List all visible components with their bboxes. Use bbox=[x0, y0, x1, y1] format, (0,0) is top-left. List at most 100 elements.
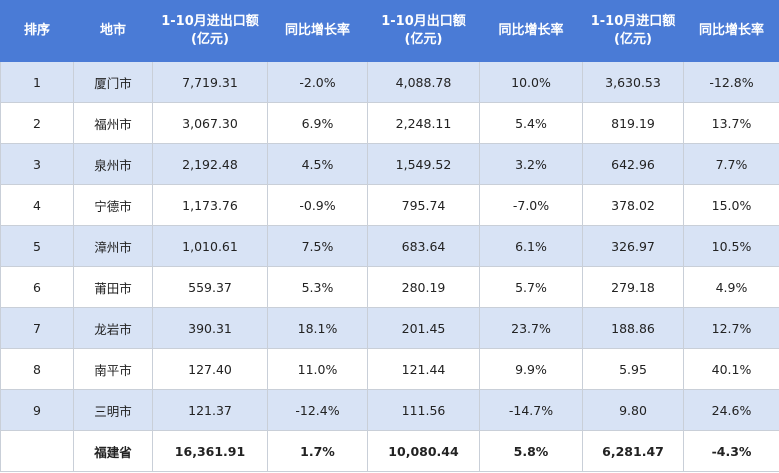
cell-total: 7,719.31 bbox=[152, 61, 268, 103]
cell-export: 201.45 bbox=[367, 307, 480, 349]
cell-total-yoy: 6.9% bbox=[267, 102, 368, 144]
cell-rank: 2 bbox=[0, 102, 74, 144]
cell-total-yoy: 4.5% bbox=[267, 143, 368, 185]
cell-export: 2,248.11 bbox=[367, 102, 480, 144]
table-row: 2 福州市 3,067.30 6.9% 2,248.11 5.4% 819.19… bbox=[0, 102, 779, 144]
cell-total: 390.31 bbox=[152, 307, 268, 349]
header-total: 1-10月进出口额 (亿元) bbox=[152, 0, 268, 62]
cell-total-yoy: -2.0% bbox=[267, 61, 368, 103]
cell-total-yoy: 11.0% bbox=[267, 348, 368, 390]
cell-export: 111.56 bbox=[367, 389, 480, 431]
cell-import: 9.80 bbox=[582, 389, 684, 431]
cell-total-yoy: 7.5% bbox=[267, 225, 368, 267]
cell-import-yoy: 13.7% bbox=[683, 102, 779, 144]
cell-total: 3,067.30 bbox=[152, 102, 268, 144]
cell-import: 642.96 bbox=[582, 143, 684, 185]
table-row: 3 泉州市 2,192.48 4.5% 1,549.52 3.2% 642.96… bbox=[0, 143, 779, 185]
cell-import-yoy: 7.7% bbox=[683, 143, 779, 185]
cell-import-yoy: 4.9% bbox=[683, 266, 779, 308]
table-row: 6 莆田市 559.37 5.3% 280.19 5.7% 279.18 4.9… bbox=[0, 266, 779, 308]
cell-city: 莆田市 bbox=[73, 266, 153, 308]
cell-city: 南平市 bbox=[73, 348, 153, 390]
header-export: 1-10月出口额 (亿元) bbox=[367, 0, 480, 62]
cell-import: 188.86 bbox=[582, 307, 684, 349]
table-row: 8 南平市 127.40 11.0% 121.44 9.9% 5.95 40.1… bbox=[0, 348, 779, 390]
cell-export: 4,088.78 bbox=[367, 61, 480, 103]
cell-rank: 7 bbox=[0, 307, 74, 349]
cell-city: 厦门市 bbox=[73, 61, 153, 103]
cell-export: 1,549.52 bbox=[367, 143, 480, 185]
cell-export-yoy: 6.1% bbox=[479, 225, 583, 267]
cell-import: 6,281.47 bbox=[582, 430, 684, 472]
cell-total: 121.37 bbox=[152, 389, 268, 431]
cell-export-yoy: -7.0% bbox=[479, 184, 583, 226]
cell-total-yoy: -12.4% bbox=[267, 389, 368, 431]
cell-rank: 3 bbox=[0, 143, 74, 185]
cell-total: 1,173.76 bbox=[152, 184, 268, 226]
cell-export-yoy: 10.0% bbox=[479, 61, 583, 103]
cell-city: 宁德市 bbox=[73, 184, 153, 226]
header-total-line2: (亿元) bbox=[191, 32, 229, 47]
cell-total-yoy: -0.9% bbox=[267, 184, 368, 226]
cell-total: 1,010.61 bbox=[152, 225, 268, 267]
cell-import-yoy: -12.8% bbox=[683, 61, 779, 103]
cell-total: 559.37 bbox=[152, 266, 268, 308]
cell-export-yoy: -14.7% bbox=[479, 389, 583, 431]
header-rank: 排序 bbox=[0, 0, 74, 62]
cell-city: 三明市 bbox=[73, 389, 153, 431]
cell-total: 127.40 bbox=[152, 348, 268, 390]
cell-rank: 6 bbox=[0, 266, 74, 308]
header-total-line1: 1-10月进出口额 bbox=[161, 14, 259, 29]
table-row: 7 龙岩市 390.31 18.1% 201.45 23.7% 188.86 1… bbox=[0, 307, 779, 349]
total-row: 福建省 16,361.91 1.7% 10,080.44 5.8% 6,281.… bbox=[0, 430, 779, 472]
cell-import-yoy: 12.7% bbox=[683, 307, 779, 349]
cell-total-yoy: 18.1% bbox=[267, 307, 368, 349]
cell-import: 378.02 bbox=[582, 184, 684, 226]
cell-total: 16,361.91 bbox=[152, 430, 268, 472]
cell-export: 280.19 bbox=[367, 266, 480, 308]
header-export-line2: (亿元) bbox=[404, 32, 443, 47]
cell-import-yoy: -4.3% bbox=[683, 430, 779, 472]
cell-rank bbox=[0, 430, 74, 472]
cell-export: 10,080.44 bbox=[367, 430, 480, 472]
cell-city: 龙岩市 bbox=[73, 307, 153, 349]
header-export-yoy: 同比增长率 bbox=[479, 0, 583, 62]
table-row: 9 三明市 121.37 -12.4% 111.56 -14.7% 9.80 2… bbox=[0, 389, 779, 431]
cell-export-yoy: 5.7% bbox=[479, 266, 583, 308]
cell-export: 795.74 bbox=[367, 184, 480, 226]
header-export-line1: 1-10月出口额 bbox=[381, 14, 466, 29]
table-row: 5 漳州市 1,010.61 7.5% 683.64 6.1% 326.97 1… bbox=[0, 225, 779, 267]
header-import: 1-10月进口额 (亿元) bbox=[582, 0, 684, 62]
cell-total-yoy: 1.7% bbox=[267, 430, 368, 472]
header-import-line1: 1-10月进口额 bbox=[590, 14, 676, 29]
cell-export: 683.64 bbox=[367, 225, 480, 267]
cell-city: 泉州市 bbox=[73, 143, 153, 185]
header-total-yoy: 同比增长率 bbox=[267, 0, 368, 62]
cell-import: 3,630.53 bbox=[582, 61, 684, 103]
cell-import-yoy: 24.6% bbox=[683, 389, 779, 431]
header-row: 排序 地市 1-10月进出口额 (亿元) 同比增长率 1-10月出口额 (亿元)… bbox=[0, 0, 779, 62]
cell-import-yoy: 40.1% bbox=[683, 348, 779, 390]
cell-export-yoy: 23.7% bbox=[479, 307, 583, 349]
cell-rank: 8 bbox=[0, 348, 74, 390]
cell-total: 2,192.48 bbox=[152, 143, 268, 185]
table-row: 1 厦门市 7,719.31 -2.0% 4,088.78 10.0% 3,63… bbox=[0, 61, 779, 103]
cell-export: 121.44 bbox=[367, 348, 480, 390]
cell-city: 漳州市 bbox=[73, 225, 153, 267]
cell-total-yoy: 5.3% bbox=[267, 266, 368, 308]
cell-rank: 5 bbox=[0, 225, 74, 267]
cell-export-yoy: 9.9% bbox=[479, 348, 583, 390]
cell-import: 326.97 bbox=[582, 225, 684, 267]
cell-rank: 1 bbox=[0, 61, 74, 103]
cell-rank: 9 bbox=[0, 389, 74, 431]
cell-import-yoy: 10.5% bbox=[683, 225, 779, 267]
cell-export-yoy: 5.4% bbox=[479, 102, 583, 144]
cell-import: 279.18 bbox=[582, 266, 684, 308]
table-row: 4 宁德市 1,173.76 -0.9% 795.74 -7.0% 378.02… bbox=[0, 184, 779, 226]
cell-import-yoy: 15.0% bbox=[683, 184, 779, 226]
cell-city: 福州市 bbox=[73, 102, 153, 144]
header-import-yoy: 同比增长率 bbox=[683, 0, 779, 62]
cell-import: 5.95 bbox=[582, 348, 684, 390]
cell-export-yoy: 3.2% bbox=[479, 143, 583, 185]
